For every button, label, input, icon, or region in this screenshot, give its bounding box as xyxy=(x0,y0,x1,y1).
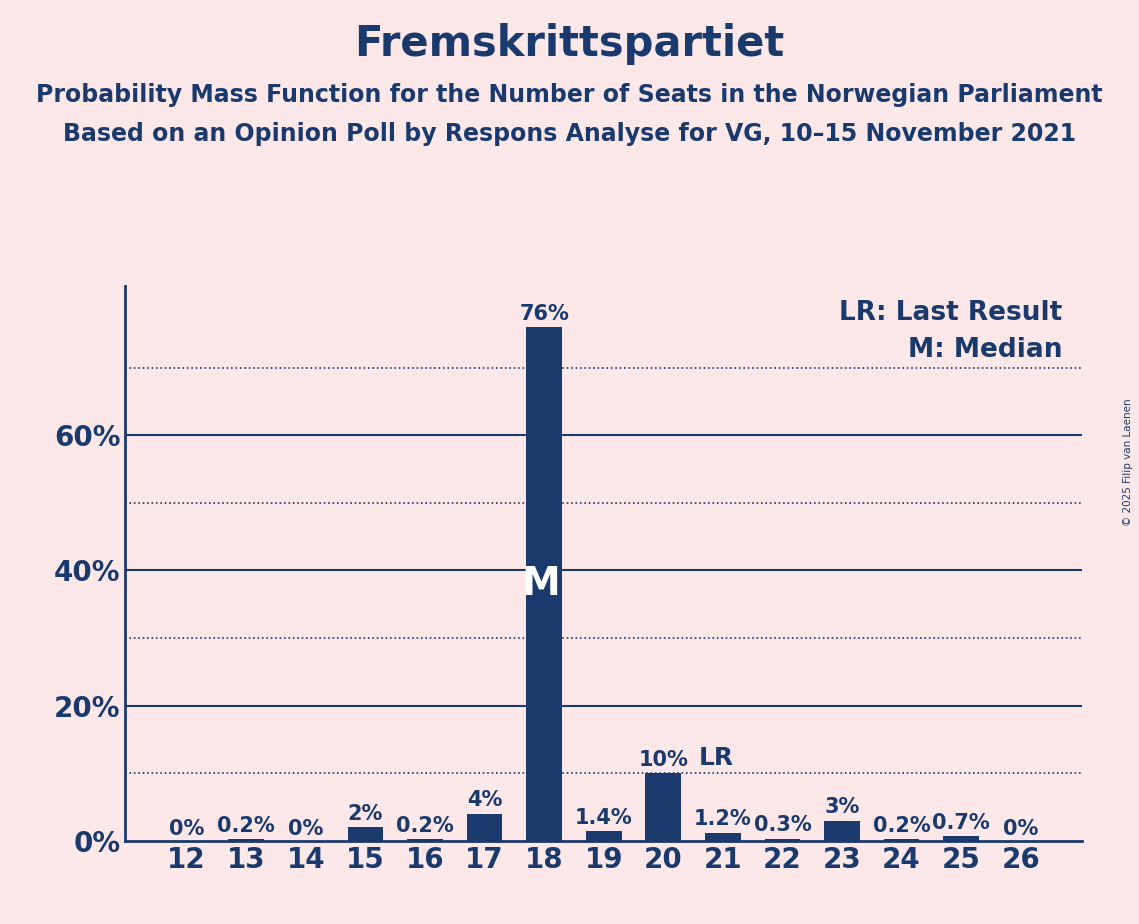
Bar xyxy=(705,833,740,841)
Bar xyxy=(526,327,562,841)
Text: 0.7%: 0.7% xyxy=(932,813,990,833)
Bar xyxy=(884,840,919,841)
Bar xyxy=(347,827,383,841)
Bar xyxy=(228,840,264,841)
Text: Fremskrittspartiet: Fremskrittspartiet xyxy=(354,23,785,65)
Bar xyxy=(467,814,502,841)
Text: 1.4%: 1.4% xyxy=(575,808,632,828)
Bar xyxy=(825,821,860,841)
Text: Based on an Opinion Poll by Respons Analyse for VG, 10–15 November 2021: Based on an Opinion Poll by Respons Anal… xyxy=(63,122,1076,146)
Text: Probability Mass Function for the Number of Seats in the Norwegian Parliament: Probability Mass Function for the Number… xyxy=(36,83,1103,107)
Bar xyxy=(943,836,980,841)
Bar xyxy=(585,832,622,841)
Text: 0.2%: 0.2% xyxy=(396,816,453,836)
Text: 0.2%: 0.2% xyxy=(218,816,276,836)
Text: M: M xyxy=(522,565,560,603)
Text: 1.2%: 1.2% xyxy=(694,809,752,830)
Text: 2%: 2% xyxy=(347,804,383,824)
Text: 10%: 10% xyxy=(638,750,688,770)
Text: 0%: 0% xyxy=(1003,819,1039,839)
Bar xyxy=(646,773,681,841)
Text: 0%: 0% xyxy=(288,819,323,839)
Text: 0.3%: 0.3% xyxy=(754,816,811,835)
Text: 0%: 0% xyxy=(169,819,204,839)
Text: LR: Last Result: LR: Last Result xyxy=(839,300,1063,326)
Text: 0.2%: 0.2% xyxy=(872,816,931,836)
Text: 4%: 4% xyxy=(467,790,502,810)
Text: 76%: 76% xyxy=(519,304,570,323)
Text: LR: LR xyxy=(699,746,735,770)
Text: M: Median: M: Median xyxy=(908,337,1063,363)
Text: © 2025 Filip van Laenen: © 2025 Filip van Laenen xyxy=(1123,398,1133,526)
Text: 3%: 3% xyxy=(825,797,860,817)
Bar xyxy=(407,840,443,841)
Bar xyxy=(764,839,801,841)
